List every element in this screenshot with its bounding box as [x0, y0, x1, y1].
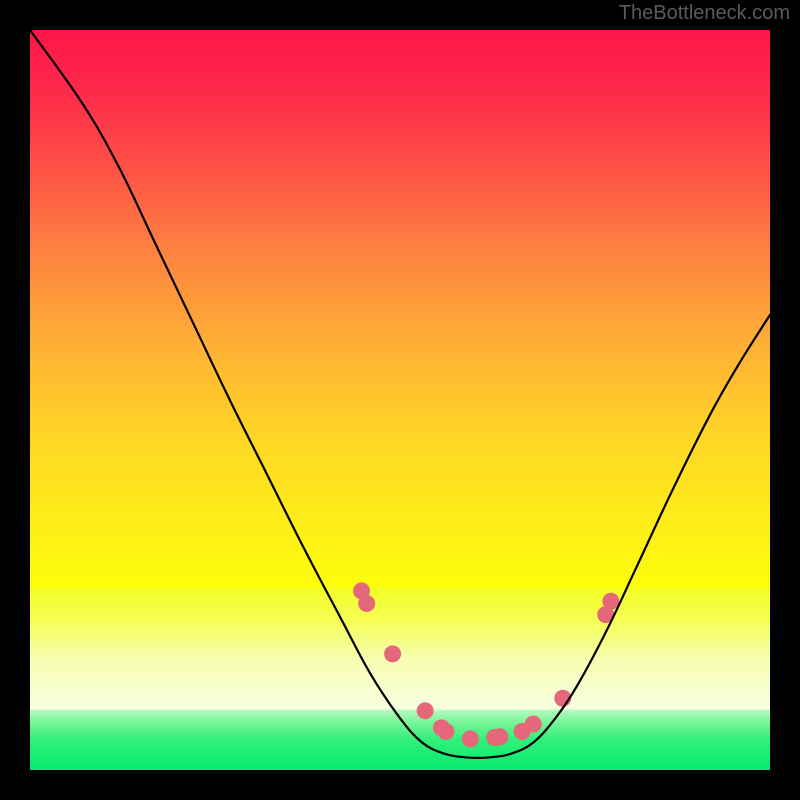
marker-dot — [437, 723, 454, 740]
marker-dot — [384, 645, 401, 662]
marker-dot — [491, 728, 508, 745]
chart-frame: TheBottleneck.com — [0, 0, 800, 800]
marker-dot — [358, 595, 375, 612]
attribution-label: TheBottleneck.com — [619, 2, 790, 25]
marker-dot — [417, 702, 434, 719]
plot-area — [30, 30, 770, 770]
bottleneck-curve — [30, 30, 770, 758]
curve-layer — [30, 30, 770, 770]
marker-dot — [462, 730, 479, 747]
marker-dot — [525, 716, 542, 733]
markers-group — [353, 582, 619, 747]
